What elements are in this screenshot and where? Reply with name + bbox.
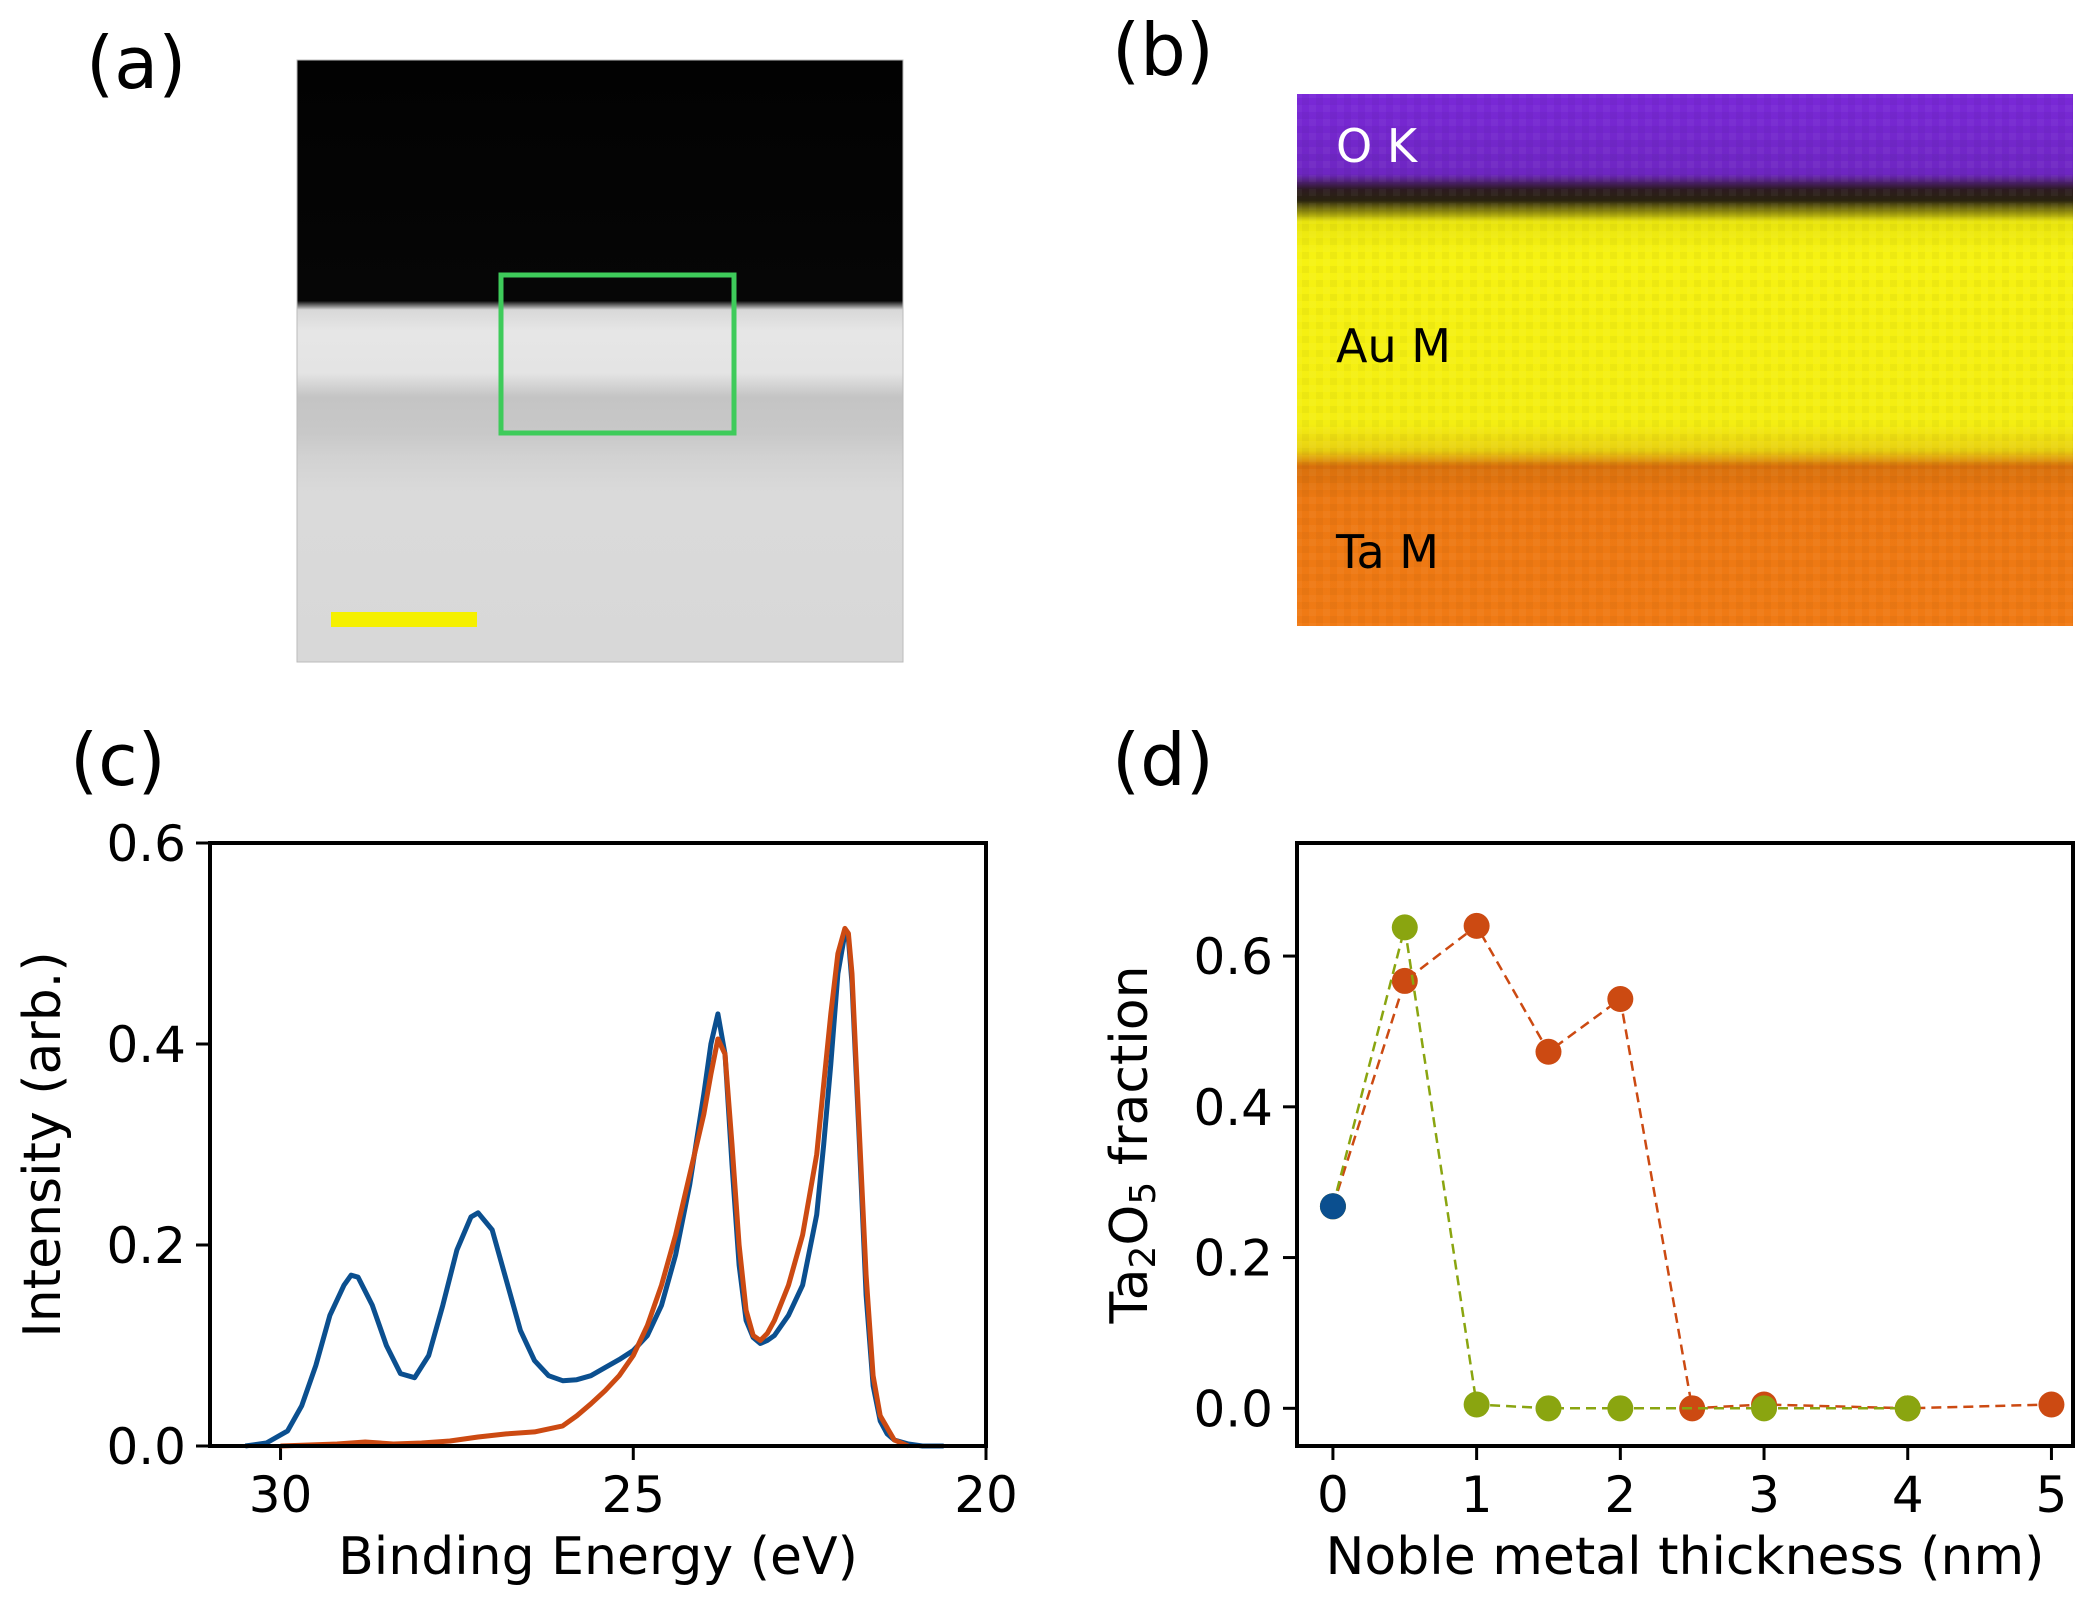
data-point-orange bbox=[1607, 986, 1634, 1013]
data-point-green bbox=[1607, 1395, 1634, 1422]
data-point-orange bbox=[2038, 1391, 2065, 1418]
data-point-orange bbox=[1679, 1395, 1706, 1422]
y-tick-label: 0.6 bbox=[1193, 928, 1273, 986]
y-tick-label: 0.4 bbox=[1193, 1079, 1273, 1137]
map-label-o-k: O K bbox=[1336, 119, 1419, 173]
stem-image bbox=[296, 59, 904, 663]
data-point-orange bbox=[1463, 912, 1490, 939]
x-tick-label: 3 bbox=[1748, 1466, 1780, 1524]
elemental-map: O K Au M Ta M bbox=[1297, 94, 2073, 626]
plot-frame bbox=[208, 841, 988, 1448]
data-point-orange bbox=[1391, 967, 1418, 994]
x-tick-label: 2 bbox=[1604, 1466, 1636, 1524]
panel-b-label: (b) bbox=[1112, 8, 1214, 92]
x-tick-label: 0 bbox=[1317, 1466, 1349, 1524]
x-tick-label: 20 bbox=[954, 1466, 1018, 1524]
map-label-au-m: Au M bbox=[1336, 319, 1451, 373]
x-axis-label: Binding Energy (eV) bbox=[338, 1527, 858, 1587]
y-tick-label: 0.2 bbox=[106, 1217, 186, 1275]
data-point-green bbox=[1391, 914, 1418, 941]
plot-frame bbox=[1295, 841, 2075, 1448]
spectrum-chart: 30 25 20 0.0 0.2 0.4 0.6 Binding Energy (eV) Int… bbox=[13, 815, 1018, 1587]
y-tick-label: 0.0 bbox=[1193, 1380, 1273, 1438]
panel-a-label: (a) bbox=[86, 21, 186, 105]
scale-bar bbox=[331, 612, 477, 627]
x-tick-label: 30 bbox=[249, 1466, 313, 1524]
y-tick-label: 0.6 bbox=[106, 815, 186, 873]
panel-c-label: (c) bbox=[70, 718, 166, 802]
map-label-ta-m: Ta M bbox=[1335, 525, 1439, 579]
data-point-green bbox=[1894, 1395, 1921, 1422]
series-line-orange bbox=[280, 925, 910, 1449]
data-point-blue bbox=[1319, 1193, 1346, 1220]
stem-image-field bbox=[296, 59, 904, 663]
y-tick-label: 0.2 bbox=[1193, 1230, 1273, 1288]
x-axis-label: Noble metal thickness (nm) bbox=[1326, 1527, 2045, 1587]
data-point-green bbox=[1751, 1395, 1778, 1422]
x-tick-label: 25 bbox=[601, 1466, 665, 1524]
panel-d-label: (d) bbox=[1112, 718, 1214, 802]
y-axis-label: Intensity (arb.) bbox=[13, 951, 73, 1337]
data-point-green bbox=[1463, 1391, 1490, 1418]
y-axis-label: Ta2O5 fraction bbox=[1100, 965, 1164, 1324]
fraction-chart: 0 1 2 3 4 5 0.0 0.2 0.4 0.6 Noble metal thickness … bbox=[1100, 841, 2075, 1587]
data-point-green bbox=[1535, 1395, 1562, 1422]
y-tick-label: 0.4 bbox=[106, 1016, 186, 1074]
x-tick-label: 1 bbox=[1461, 1466, 1493, 1524]
x-tick-label: 4 bbox=[1892, 1466, 1924, 1524]
y-tick-label: 0.0 bbox=[106, 1418, 186, 1476]
region-of-interest-box bbox=[498, 272, 737, 436]
data-point-orange bbox=[1535, 1038, 1562, 1065]
series-line-blue bbox=[244, 930, 944, 1449]
x-tick-label: 5 bbox=[2036, 1466, 2068, 1524]
